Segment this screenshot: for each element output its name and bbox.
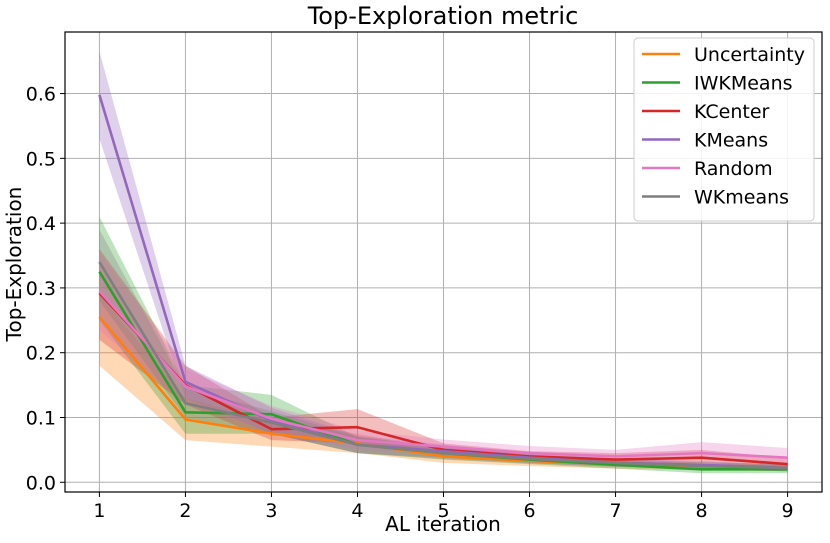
legend-label-kmeans: KMeans xyxy=(694,130,768,152)
line-random xyxy=(98,290,788,459)
confidence-bands xyxy=(99,51,788,474)
x-tick-label: 8 xyxy=(696,500,708,522)
band-uncertainty xyxy=(99,294,788,472)
x-tick-label: 6 xyxy=(523,500,535,522)
x-axis-title: AL iteration xyxy=(385,512,501,536)
legend-label-random: Random xyxy=(694,158,773,180)
band-iwkmeans xyxy=(99,216,788,474)
x-tick-label: 7 xyxy=(609,500,621,522)
series-lines xyxy=(98,94,788,471)
y-tick-label: 0.5 xyxy=(26,148,56,170)
legend-label-uncertainty: Uncertainty xyxy=(694,44,805,66)
band-random xyxy=(99,252,788,465)
y-tick-label: 0.3 xyxy=(26,278,56,300)
y-tick-label: 0.2 xyxy=(26,343,56,365)
y-axis-title: Top-Exploration xyxy=(2,187,26,343)
x-tick-label: 2 xyxy=(179,500,191,522)
x-tick-label: 5 xyxy=(437,500,449,522)
x-tick-label: 9 xyxy=(782,500,794,522)
axis-ticks: 1 2 3 4 5 6 7 8 9 0.0 0.1 0.2 0.3 0.4 0.5 0.6 xyxy=(26,84,794,522)
legend-label-iwkmeans: IWKMeans xyxy=(694,73,793,95)
legend-label-wkmeans: WKmeans xyxy=(694,187,789,209)
line-wkmeans xyxy=(98,261,788,470)
y-tick-label: 0.0 xyxy=(26,472,56,494)
y-tick-label: 0.6 xyxy=(26,84,56,106)
x-tick-label: 4 xyxy=(351,500,363,522)
legend: Uncertainty IWKMeans KCenter KMeans Random WK… xyxy=(633,37,815,222)
y-tick-label: 0.1 xyxy=(26,407,56,429)
y-tick-label: 0.4 xyxy=(26,213,56,235)
x-tick-label: 1 xyxy=(93,500,105,522)
legend-label-kcenter: KCenter xyxy=(694,101,770,123)
x-tick-label: 3 xyxy=(265,500,277,522)
chart-title: Top-Exploration metric xyxy=(307,2,579,30)
